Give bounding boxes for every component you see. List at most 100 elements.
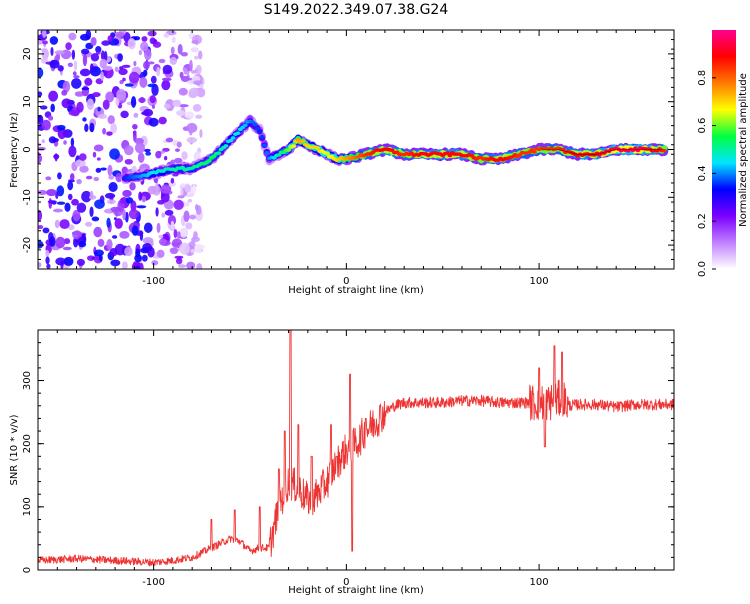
noise-blob bbox=[46, 189, 57, 196]
noise-blob bbox=[106, 239, 112, 250]
noise-blob bbox=[82, 87, 90, 90]
noise-blob bbox=[132, 124, 138, 129]
noise-blob bbox=[128, 38, 136, 49]
noise-blob bbox=[195, 115, 202, 119]
noise-blob bbox=[40, 105, 48, 109]
noise-blob bbox=[158, 235, 163, 239]
noise-blob bbox=[194, 56, 199, 60]
noise-blob bbox=[45, 250, 49, 257]
noise-blob bbox=[87, 99, 94, 110]
noise-blob bbox=[149, 118, 159, 127]
noise-blob bbox=[147, 84, 156, 88]
noise-blob bbox=[180, 72, 184, 79]
noise-blob bbox=[108, 35, 113, 42]
snr-y-tick-label: 0 bbox=[22, 567, 33, 573]
noise-blob bbox=[159, 238, 167, 245]
colorbar-tick-label: 0.0 bbox=[697, 261, 708, 277]
noise-blob bbox=[106, 209, 112, 213]
noise-blob bbox=[143, 61, 150, 69]
noise-blob bbox=[68, 33, 76, 41]
noise-blob bbox=[199, 129, 202, 138]
noise-blob bbox=[107, 199, 116, 204]
noise-blob bbox=[188, 199, 192, 202]
noise-blob bbox=[171, 178, 175, 184]
noise-blob bbox=[134, 254, 142, 262]
noise-blob bbox=[120, 111, 128, 118]
noise-blob bbox=[63, 247, 72, 250]
noise-blob bbox=[106, 131, 113, 135]
ridge-segment bbox=[325, 152, 330, 156]
noise-blob bbox=[71, 78, 81, 89]
spectrogram-x-tick-label: -100 bbox=[142, 276, 165, 287]
noise-blob bbox=[92, 217, 100, 222]
noise-blob bbox=[191, 70, 197, 74]
noise-blob bbox=[65, 42, 72, 50]
noise-blob bbox=[148, 186, 157, 194]
noise-blob bbox=[125, 159, 133, 165]
noise-blob bbox=[126, 197, 133, 204]
noise-blob bbox=[194, 244, 202, 254]
noise-blob bbox=[70, 173, 75, 180]
noise-blob bbox=[82, 117, 86, 121]
snr-y-tick-label: 200 bbox=[22, 434, 33, 453]
noise-blob bbox=[129, 72, 140, 84]
noise-blob bbox=[50, 36, 58, 45]
noise-blob bbox=[177, 142, 182, 148]
noise-blob bbox=[138, 153, 145, 163]
noise-blob bbox=[161, 184, 172, 194]
noise-blob bbox=[53, 209, 63, 213]
noise-blob bbox=[71, 138, 74, 147]
noise-blob bbox=[84, 124, 88, 132]
noise-blob bbox=[120, 200, 126, 203]
noise-blob bbox=[89, 123, 94, 133]
noise-blob bbox=[115, 244, 126, 256]
noise-blob bbox=[109, 148, 120, 159]
noise-blob bbox=[49, 60, 59, 69]
noise-blob bbox=[73, 71, 77, 75]
noise-blob bbox=[100, 71, 104, 81]
colorbar-tick-label: 0.6 bbox=[697, 118, 708, 134]
noise-blob bbox=[181, 151, 187, 160]
noise-blob bbox=[196, 263, 202, 272]
noise-blob bbox=[55, 258, 65, 266]
ridge-segment bbox=[235, 131, 240, 135]
noise-blob bbox=[192, 185, 196, 193]
noise-blob bbox=[93, 227, 102, 237]
noise-blob bbox=[147, 31, 156, 37]
noise-blob bbox=[90, 63, 94, 72]
ridge-segment bbox=[252, 123, 257, 127]
ridge-segment bbox=[231, 136, 236, 140]
noise-blob bbox=[172, 101, 181, 107]
noise-blob bbox=[129, 182, 135, 190]
noise-blob bbox=[186, 262, 195, 270]
noise-blob bbox=[138, 192, 142, 201]
noise-blob bbox=[191, 40, 198, 44]
spectrogram-y-axis-label: Frequency (Hz) bbox=[9, 112, 20, 188]
noise-blob bbox=[195, 204, 199, 211]
noise-blob bbox=[155, 151, 161, 159]
noise-blob bbox=[77, 259, 85, 266]
noise-blob bbox=[150, 95, 156, 103]
noise-blob bbox=[64, 203, 70, 212]
noise-blob bbox=[55, 220, 60, 228]
colorbar-label: Normalized spectral amplitude bbox=[738, 73, 749, 227]
noise-blob bbox=[136, 205, 146, 208]
noise-blob bbox=[189, 127, 193, 136]
noise-blob bbox=[86, 30, 92, 40]
noise-blob bbox=[112, 235, 117, 239]
spectrogram-y-tick-label: 20 bbox=[22, 48, 33, 61]
noise-blob bbox=[107, 165, 112, 176]
noise-blob bbox=[117, 53, 123, 61]
noise-blob bbox=[133, 61, 136, 66]
noise-blob bbox=[77, 203, 87, 213]
noise-blob bbox=[78, 241, 86, 247]
noise-blob bbox=[193, 80, 203, 84]
noise-blob bbox=[142, 255, 148, 262]
noise-blob bbox=[141, 111, 149, 115]
noise-blob bbox=[177, 195, 184, 198]
noise-blob bbox=[157, 250, 165, 258]
noise-blob bbox=[61, 98, 71, 108]
noise-blob bbox=[89, 206, 93, 217]
ridge-segment bbox=[243, 123, 248, 127]
